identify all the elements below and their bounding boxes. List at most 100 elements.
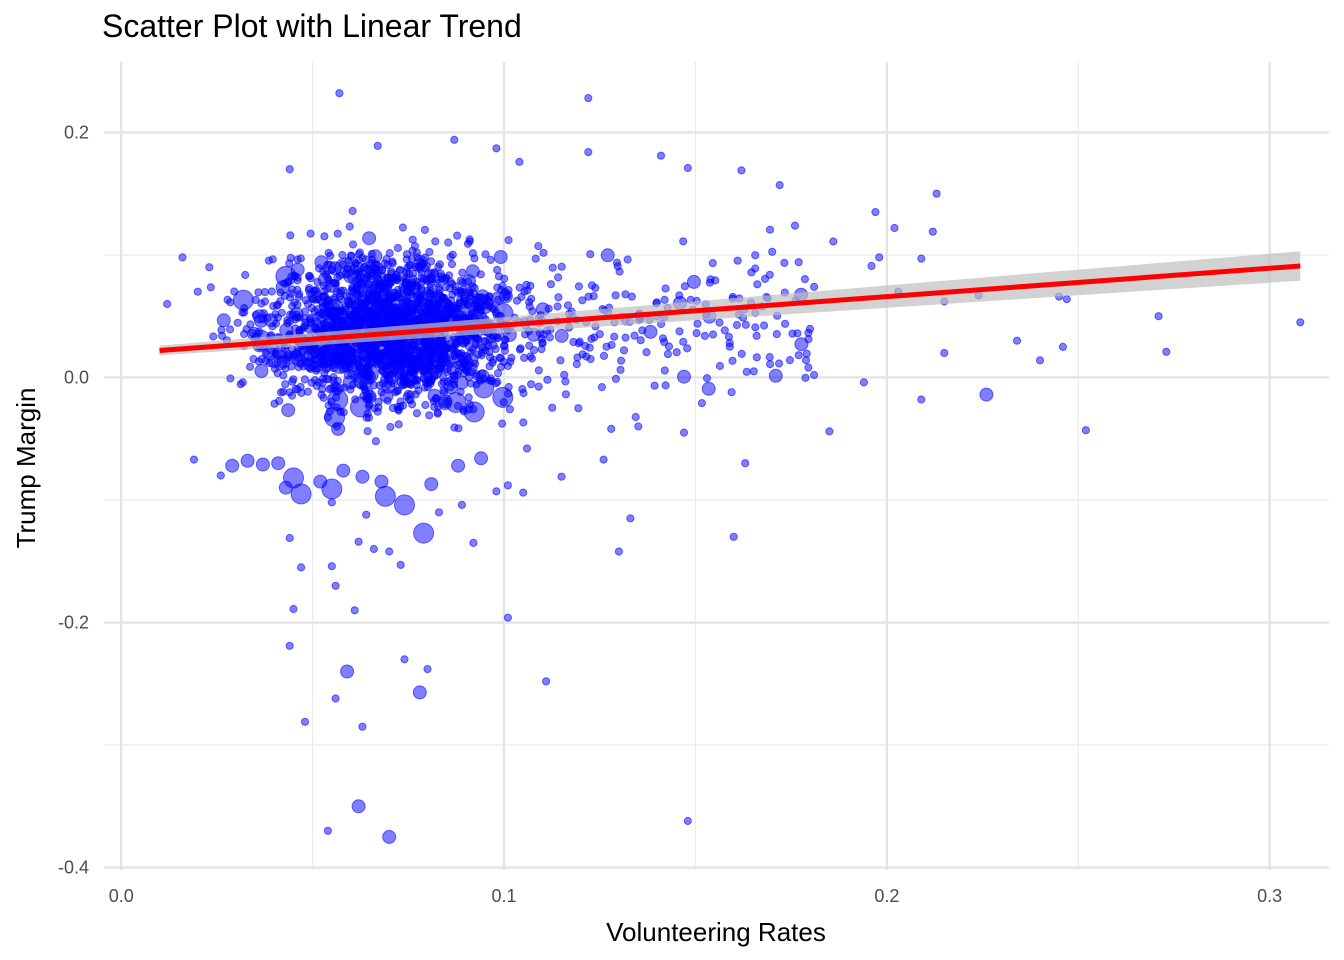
scatter-point xyxy=(574,404,583,413)
scatter-point xyxy=(463,401,485,423)
scatter-point xyxy=(381,339,390,348)
scatter-point xyxy=(675,327,684,336)
scatter-point xyxy=(438,394,453,409)
scatter-point xyxy=(810,370,819,380)
scatter-point xyxy=(875,253,884,262)
scatter-point xyxy=(626,514,635,523)
scatter-point xyxy=(928,227,937,236)
scatter-point xyxy=(610,332,619,341)
scatter-point xyxy=(708,259,717,268)
scatter-point xyxy=(607,424,616,433)
scatter-point xyxy=(476,270,485,279)
scatter-point xyxy=(205,263,214,272)
scatter-point xyxy=(574,282,584,291)
scatter-point xyxy=(273,300,282,309)
scatter-point xyxy=(441,274,450,283)
scatter-point xyxy=(320,232,329,241)
scatter-point xyxy=(587,281,597,290)
scatter-point xyxy=(459,352,468,361)
scatter-point xyxy=(423,665,432,674)
scatter-point xyxy=(545,333,554,342)
scatter-point xyxy=(163,299,172,309)
scatter-point xyxy=(527,294,536,303)
scatter-point xyxy=(345,222,354,231)
scatter-point xyxy=(534,366,543,375)
scatter-point xyxy=(793,329,802,338)
scatter-point xyxy=(382,829,397,844)
scatter-point xyxy=(335,89,344,98)
scatter-point xyxy=(650,381,659,390)
scatter-point xyxy=(412,685,427,700)
scatter-point xyxy=(683,344,692,353)
scatter-point xyxy=(554,273,563,282)
scatter-point xyxy=(451,458,466,473)
scatter-point xyxy=(493,334,502,343)
scatter-point xyxy=(453,231,462,240)
scatter-point xyxy=(320,345,330,354)
scatter-point xyxy=(450,135,459,144)
scatter-point xyxy=(420,348,429,357)
scatter-point xyxy=(520,353,529,362)
scatter-point xyxy=(288,377,297,386)
scatter-point xyxy=(306,229,315,238)
x-tick-label: 0.3 xyxy=(1257,886,1282,906)
scatter-point xyxy=(693,319,702,328)
scatter-point xyxy=(493,377,502,387)
scatter-point xyxy=(328,347,337,356)
scatter-point xyxy=(502,292,511,302)
scatter-point xyxy=(494,272,503,281)
scatter-point xyxy=(1154,312,1163,321)
scatter-point xyxy=(433,354,443,363)
scatter-point xyxy=(373,407,382,416)
scatter-point xyxy=(206,283,215,292)
scatter-point xyxy=(443,377,452,387)
scatter-point xyxy=(260,297,270,306)
scatter-point xyxy=(561,377,570,386)
scatter-point xyxy=(794,351,803,360)
scatter-point xyxy=(301,307,310,316)
scatter-point xyxy=(621,333,630,342)
scatter-point xyxy=(932,189,941,198)
scatter-point xyxy=(331,581,340,590)
scatter-point xyxy=(331,694,340,703)
scatter-point xyxy=(385,547,394,556)
scatter-point xyxy=(440,305,450,314)
scatter-point xyxy=(801,373,810,382)
scatter-point xyxy=(398,223,407,232)
scatter-point xyxy=(468,249,477,258)
scatter-point xyxy=(474,451,489,466)
scatter-point xyxy=(324,375,333,384)
scatter-point xyxy=(327,562,336,571)
scatter-point xyxy=(336,463,351,478)
scatter-point xyxy=(306,313,315,322)
scatter-point xyxy=(500,346,509,355)
scatter-point xyxy=(265,359,274,368)
x-tick-label: 0.2 xyxy=(874,886,899,906)
scatter-point xyxy=(531,254,540,263)
scatter-point xyxy=(340,664,355,679)
scatter-point xyxy=(471,371,480,381)
scatter-point xyxy=(368,255,377,264)
scatter-point xyxy=(416,265,425,274)
scatter-point xyxy=(940,348,949,358)
scatter-point xyxy=(233,318,242,327)
scatter-point xyxy=(383,380,392,389)
scatter-point xyxy=(368,315,382,330)
scatter-point xyxy=(225,325,235,334)
scatter-point xyxy=(614,547,624,556)
scatter-point xyxy=(617,356,626,365)
scatter-point xyxy=(417,273,426,282)
scatter-point xyxy=(255,457,270,472)
scatter-point xyxy=(246,362,255,371)
scatter-point xyxy=(324,308,333,317)
scatter-point xyxy=(741,459,750,468)
scatter-point xyxy=(700,331,710,340)
scatter-point xyxy=(728,356,737,365)
scatter-point xyxy=(488,303,497,312)
scatter-point xyxy=(548,403,557,412)
scatter-point xyxy=(741,320,750,329)
scatter-point xyxy=(543,375,552,384)
scatter-point xyxy=(917,395,926,404)
scatter-point xyxy=(1012,336,1022,345)
scatter-point xyxy=(418,358,433,373)
